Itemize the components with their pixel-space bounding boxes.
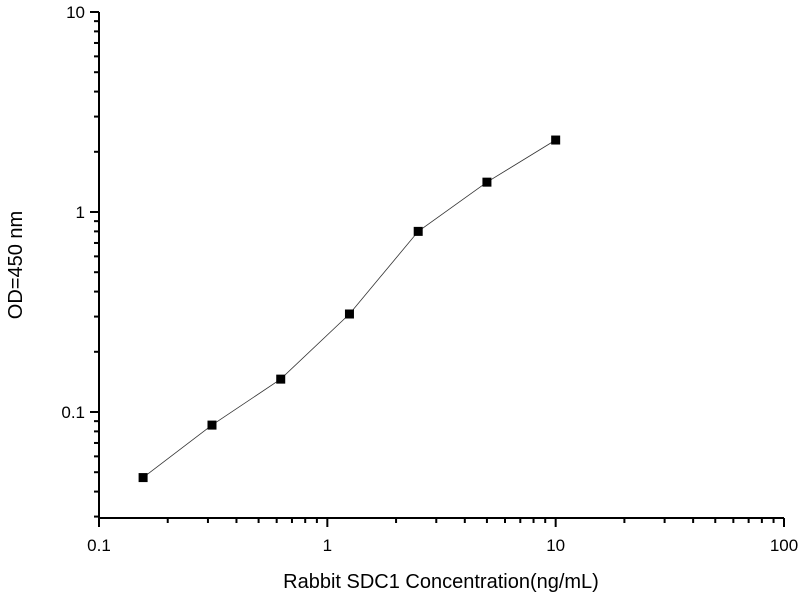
series-line (142, 139, 556, 478)
axes: 0.1 1 10 100 0.1 1 10 (61, 3, 798, 555)
data-point (413, 226, 423, 236)
y-tick-label: 0.1 (61, 403, 85, 422)
y-tick-label: 10 (66, 3, 85, 22)
x-tick-label: 100 (770, 536, 798, 555)
data-point (344, 309, 354, 319)
y-tick-label: 1 (76, 203, 85, 222)
x-tick-label: 1 (323, 536, 332, 555)
y-axis-label: OD=450 nm (5, 211, 27, 319)
plot-area (138, 135, 561, 483)
x-tick-label: 10 (546, 536, 565, 555)
data-point (551, 135, 561, 145)
data-point (482, 177, 492, 187)
x-tick-label: 0.1 (87, 536, 111, 555)
data-point (276, 374, 286, 384)
data-point (207, 420, 217, 430)
x-axis-label: Rabbit SDC1 Concentration(ng/mL) (283, 571, 599, 593)
data-point (138, 473, 148, 483)
